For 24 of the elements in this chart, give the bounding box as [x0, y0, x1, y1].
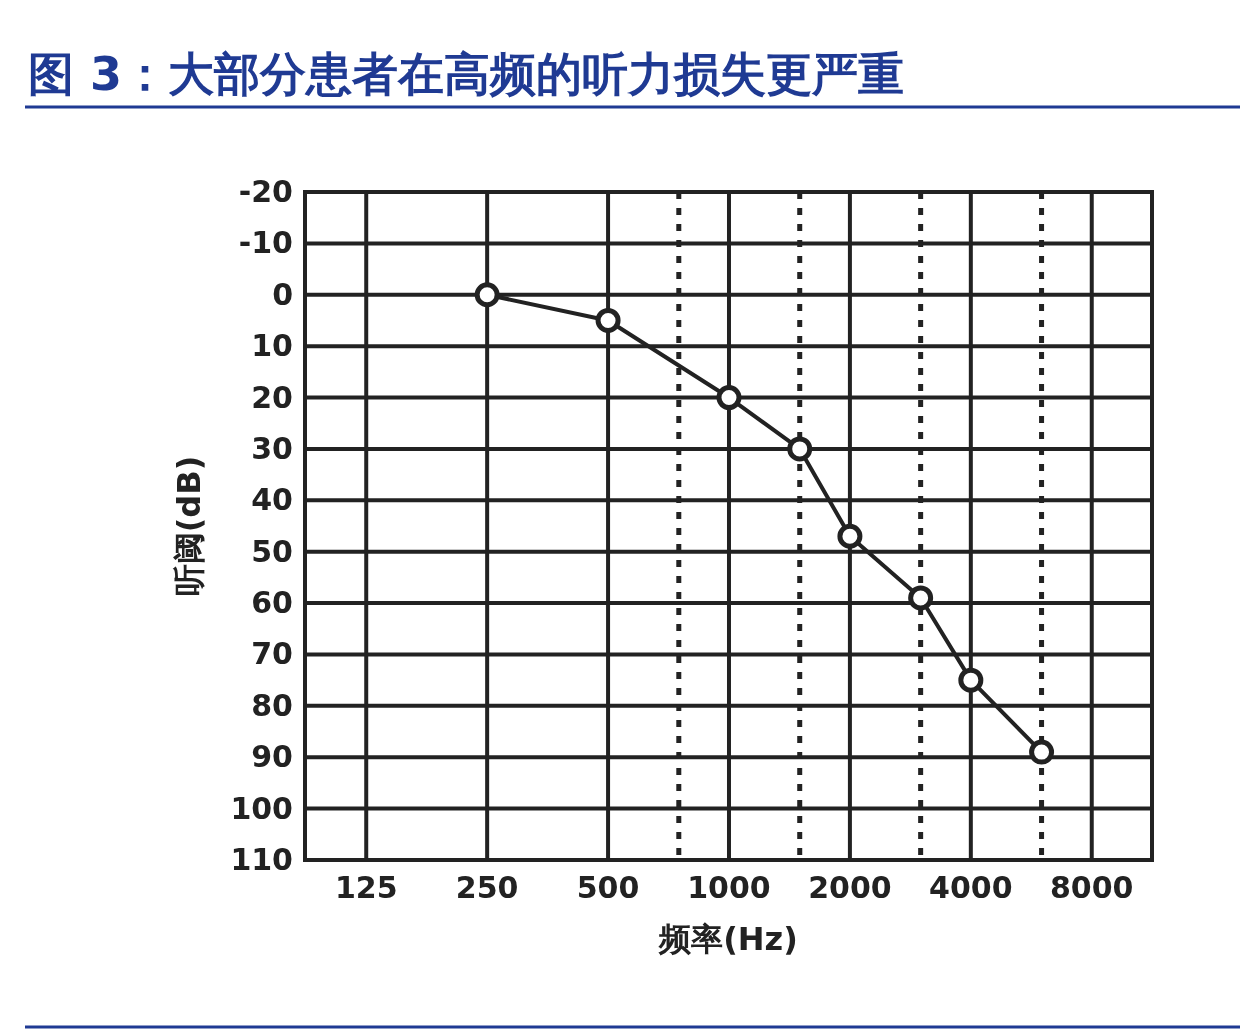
- y-tick-label: 60: [251, 585, 293, 621]
- x-tick-label: 4000: [929, 870, 1013, 905]
- x-tick-label: 125: [334, 870, 398, 905]
- y-tick-label: 20: [251, 379, 293, 415]
- x-tick-label: 2000: [808, 870, 892, 905]
- y-tick-label: 70: [251, 636, 293, 672]
- y-tick-label: 40: [251, 482, 293, 518]
- y-tick-label: 80: [251, 687, 293, 723]
- x-tick-label: 250: [455, 870, 519, 905]
- chart-title: 图 3：大部分患者在高频的听力损失更严重: [28, 47, 905, 101]
- y-tick-label: -20: [238, 174, 293, 209]
- y-tick-label: 100: [230, 790, 293, 826]
- x-tick-label: 500: [576, 870, 640, 905]
- y-axis-title: 听阈(dB): [170, 455, 208, 597]
- y-tick-label: 30: [251, 430, 293, 466]
- y-tick-label: -10: [238, 225, 293, 261]
- y-tick-label: 110: [230, 842, 293, 877]
- y-tick-label: 90: [251, 739, 293, 775]
- y-tick-label: 50: [251, 533, 293, 569]
- x-tick-label: 8000: [1050, 870, 1134, 905]
- x-tick-label: 1000: [687, 870, 771, 905]
- y-tick-label: 0: [272, 276, 293, 312]
- y-tick-label: 10: [251, 328, 293, 364]
- x-axis-title: 频率(Hz): [658, 920, 798, 958]
